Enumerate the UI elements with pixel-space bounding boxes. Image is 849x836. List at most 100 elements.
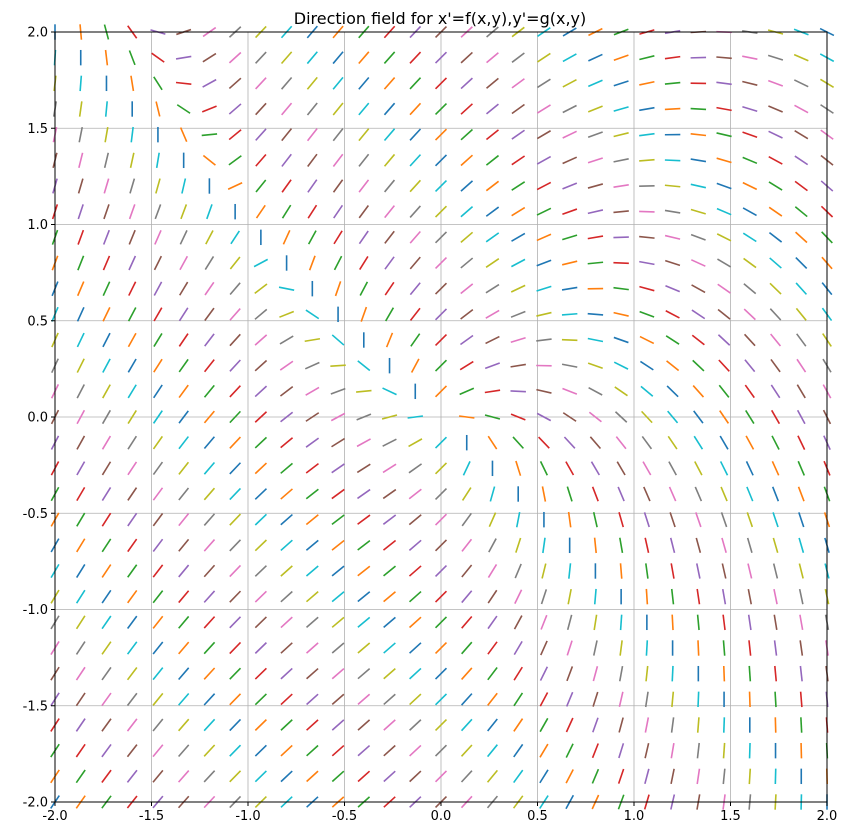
slope-segment <box>613 261 629 265</box>
slope-segment <box>696 742 701 759</box>
slope-segment <box>203 616 216 629</box>
slope-segment <box>460 283 474 295</box>
slope-segment <box>562 234 578 241</box>
slope-segment <box>409 744 422 757</box>
slope-segment <box>618 512 625 528</box>
slope-segment <box>358 102 370 116</box>
slope-segment <box>254 590 267 603</box>
slope-segment <box>511 103 525 115</box>
slope-segment <box>796 333 807 347</box>
slope-segment <box>254 359 268 372</box>
slope-segment <box>126 615 138 630</box>
slope-segment <box>485 283 500 294</box>
slope-segment <box>280 411 294 423</box>
slope-segment <box>203 590 216 603</box>
slope-segment <box>721 563 727 579</box>
slope-segment <box>563 436 576 449</box>
slope-segment <box>565 717 574 733</box>
slope-segment <box>645 640 649 656</box>
slope-segment <box>306 744 319 757</box>
slope-segment <box>794 129 809 140</box>
slope-segment <box>562 208 578 216</box>
slope-segment <box>717 258 732 268</box>
slope-segment <box>692 385 705 398</box>
slope-segment <box>536 338 552 342</box>
slope-segment <box>462 461 471 476</box>
slope-segment <box>305 437 320 448</box>
slope-segment <box>513 640 523 656</box>
slope-segment <box>203 384 215 398</box>
slope-segment <box>771 435 780 450</box>
slope-segment <box>279 360 294 371</box>
slope-segment <box>484 389 501 394</box>
slope-segment <box>382 539 397 551</box>
slope-segment <box>695 537 702 553</box>
slope-segment <box>177 770 190 783</box>
slope-segment <box>178 384 189 399</box>
slope-segment <box>280 437 294 449</box>
slope-segment <box>127 589 138 604</box>
slope-segment <box>568 563 572 579</box>
slope-segment <box>181 178 187 194</box>
slope-segment <box>742 55 758 60</box>
slope-segment <box>75 743 86 758</box>
slope-segment <box>511 155 526 166</box>
slope-segment <box>178 641 190 655</box>
slope-segment <box>566 640 573 656</box>
slope-segment <box>129 178 136 194</box>
slope-segment <box>331 565 345 577</box>
slope-segment <box>434 667 448 680</box>
slope-segment <box>202 154 216 166</box>
slope-segment <box>561 260 578 266</box>
slope-segment <box>615 436 627 450</box>
slope-segment <box>357 565 371 577</box>
slope-segment <box>485 335 500 345</box>
slope-segment <box>331 719 345 731</box>
slope-segment <box>693 435 704 450</box>
slope-segment <box>566 666 574 682</box>
slope-segment <box>178 487 190 501</box>
slope-segment <box>385 332 394 348</box>
slope-segment <box>103 204 110 220</box>
slope-segment <box>75 564 86 578</box>
slope-segment <box>487 718 498 732</box>
slope-segment <box>670 563 675 579</box>
slope-segment <box>690 107 707 111</box>
slope-segment <box>179 230 188 245</box>
slope-segment <box>769 282 782 295</box>
slope-segment <box>461 487 472 501</box>
slope-segment <box>229 462 242 475</box>
slope-segment <box>203 667 216 680</box>
slope-segment <box>768 105 783 113</box>
slope-segment <box>128 229 136 245</box>
slope-segment <box>434 359 448 372</box>
slope-segment <box>720 486 728 502</box>
slope-segment <box>461 615 473 629</box>
slope-segment <box>796 358 807 373</box>
slope-segment <box>590 461 601 476</box>
slope-segment <box>488 538 497 553</box>
slope-segment <box>331 642 345 654</box>
slope-segment <box>280 616 293 629</box>
slope-segment <box>254 411 268 423</box>
slope-segment <box>76 486 86 502</box>
slope-segment <box>229 308 241 321</box>
slope-segment <box>127 538 138 553</box>
slope-segment <box>719 410 730 424</box>
slope-segment <box>77 204 84 220</box>
slope-segment <box>308 255 316 271</box>
slope-segment <box>356 463 371 474</box>
slope-segment <box>409 282 421 296</box>
slope-segment <box>229 282 241 296</box>
slope-segment <box>665 259 681 267</box>
slope-segment <box>510 363 526 368</box>
slope-segment <box>512 436 524 449</box>
slope-segment <box>797 435 806 450</box>
slope-segment <box>696 717 700 733</box>
slope-segment <box>485 180 500 192</box>
slope-segment <box>693 410 704 424</box>
slope-segment <box>743 308 756 321</box>
slope-segment <box>434 744 448 757</box>
slope-segment <box>768 130 783 139</box>
slope-segment <box>306 719 319 731</box>
